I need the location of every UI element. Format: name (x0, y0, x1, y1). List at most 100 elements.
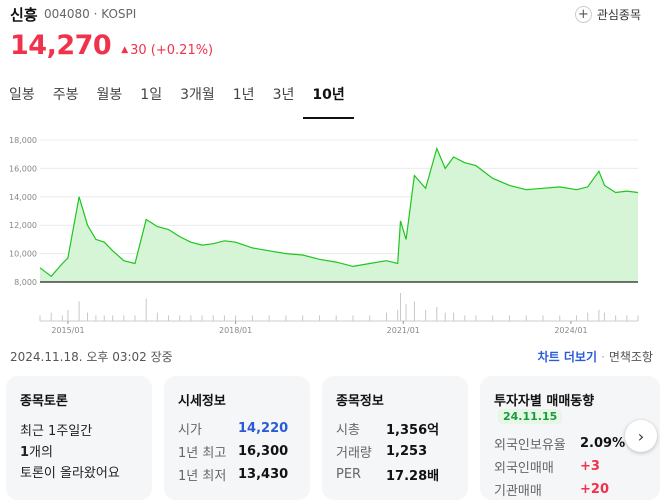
info-value: 1,356억 (386, 423, 440, 438)
stock-code-market: 004080 · KOSPI (44, 7, 137, 21)
discussion-card[interactable]: 종목토론 최근 1주일간 1개의 토론이 올라왔어요 (6, 376, 152, 500)
volume-bar (156, 312, 158, 321)
info-rows: 시총 1,356억 거래량 1,253 PER 17.28배 (336, 417, 454, 486)
volume-bar (251, 315, 253, 321)
volume-bar (464, 315, 466, 321)
y-tick-label: 12,000 (9, 221, 37, 230)
volume-bar (436, 307, 438, 321)
price-chart: 8,000 10,000 12,000 14,000 16,000 18,000 2015/… (0, 125, 663, 340)
volume-bar (444, 312, 446, 321)
volume-bar (615, 315, 617, 321)
volume-bar (212, 315, 214, 321)
volume-bar (508, 315, 510, 321)
volume-bar (405, 304, 407, 321)
volume-bar (626, 315, 628, 321)
tab-0[interactable]: 일봉 (9, 87, 35, 103)
volume-bar (103, 315, 105, 321)
volume-bar (168, 315, 170, 321)
price-chart-svg: 8,000 10,000 12,000 14,000 16,000 18,000 2015/… (9, 136, 639, 335)
current-price: 14,270 (10, 30, 112, 61)
price-row: 14,270 ▲ 30 (+0.21%) (10, 30, 213, 64)
x-tick-label: 2018/01 (219, 326, 252, 335)
favorite-label: 관심종목 (596, 7, 641, 22)
y-tick-label: 8,000 (14, 278, 37, 287)
volume-bar (598, 309, 600, 321)
info-row: PER 17.28배 (336, 463, 454, 486)
card-title: 투자자별 매매동향24.11.15 (494, 390, 646, 424)
quote-key: 1년 최고 (178, 446, 227, 461)
volume-bar (335, 315, 337, 321)
quote-card[interactable]: 시세정보 시가 14,220 1년 최고 16,300 1년 최저 13,430 (164, 376, 310, 500)
volume-bar (603, 312, 605, 321)
up-arrow-icon: ▲ (121, 45, 129, 55)
separator-dot: · (601, 349, 605, 364)
discussion-body: 최근 1주일간 1개의 토론이 올라왔어요 (20, 421, 138, 484)
card-title: 종목토론 (20, 394, 68, 409)
volume-bar (587, 312, 589, 321)
investor-rows: 외국인보유율 2.09% 외국인매매 +3 기관매매 +20 (494, 432, 646, 501)
investor-value: +20 (580, 482, 609, 497)
date-badge: 24.11.15 (498, 409, 563, 424)
timestamp: 2024.11.18. 오후 03:02 장중 (10, 350, 173, 364)
quote-row: 시가 14,220 (178, 417, 296, 440)
volume-bar (576, 315, 578, 321)
volume-bar (123, 315, 125, 321)
price-line (39, 146, 639, 278)
chevron-right-icon: › (637, 426, 645, 446)
price-area (40, 148, 638, 282)
tab-5[interactable]: 1년 (232, 87, 255, 103)
quote-value: 13,430 (238, 467, 289, 482)
next-card-button[interactable]: › (625, 420, 657, 452)
chart-meta-row: 2024.11.18. 오후 03:02 장중 차트 더보기 · 면책조항 (10, 346, 653, 366)
y-tick-label: 14,000 (9, 193, 37, 202)
tab-1[interactable]: 주봉 (52, 87, 79, 103)
volume-bar (190, 315, 192, 321)
investor-value: +3 (580, 459, 600, 474)
info-key: 시총 (336, 423, 360, 438)
stock-name: 신흥 (10, 6, 38, 24)
volume-bar (235, 315, 237, 321)
discussion-count: 1 (20, 445, 30, 460)
y-tick-label: 18,000 (9, 136, 37, 145)
volume-bar (67, 309, 69, 321)
volume-bar (399, 293, 401, 321)
tab-7[interactable]: 10년 (303, 80, 354, 119)
add-favorite-button[interactable]: + 관심종목 (574, 4, 641, 24)
volume-bar (112, 315, 114, 321)
y-tick-label: 10,000 (9, 250, 37, 259)
more-chart-link[interactable]: 차트 더보기 (537, 350, 597, 364)
volume-bar (369, 315, 371, 321)
quote-value: 14,220 (238, 421, 289, 436)
tab-6[interactable]: 3년 (272, 87, 295, 103)
quote-value: 16,300 (238, 444, 289, 459)
volume-bar (542, 315, 544, 321)
investor-row: 외국인매매 +3 (494, 455, 646, 478)
y-tick-label: 16,000 (9, 164, 37, 173)
investor-key: 기관매매 (494, 484, 542, 499)
quote-row: 1년 최저 13,430 (178, 463, 296, 486)
quote-key: 1년 최저 (178, 469, 227, 484)
disclaimer-link[interactable]: 면책조항 (608, 350, 653, 364)
tab-4[interactable]: 3개월 (180, 87, 215, 103)
card-title: 시세정보 (178, 394, 226, 409)
x-tick-label: 2024/01 (554, 326, 587, 335)
volume-bar (318, 315, 320, 321)
info-row: 시총 1,356억 (336, 417, 454, 440)
investor-key: 외국인매매 (494, 461, 554, 476)
info-row: 거래량 1,253 (336, 440, 454, 463)
tab-2[interactable]: 월봉 (96, 87, 123, 103)
investor-title: 투자자별 매매동향 (494, 394, 595, 409)
discussion-line3: 토론이 올라왔어요 (20, 466, 120, 481)
volume-bar (637, 315, 639, 321)
card-title: 종목정보 (336, 394, 384, 409)
investor-row: 기관매매 +20 (494, 478, 646, 501)
info-value: 1,253 (386, 444, 428, 459)
plus-icon: + (574, 5, 592, 23)
quote-row: 1년 최고 16,300 (178, 440, 296, 463)
x-tick-label: 2015/01 (51, 326, 84, 335)
volume-bar (453, 312, 455, 321)
info-key: 거래량 (336, 446, 372, 461)
info-key: PER (336, 467, 362, 482)
tab-3[interactable]: 1일 (140, 87, 163, 103)
info-card[interactable]: 종목정보 시총 1,356억 거래량 1,253 PER 17.28배 (322, 376, 468, 500)
